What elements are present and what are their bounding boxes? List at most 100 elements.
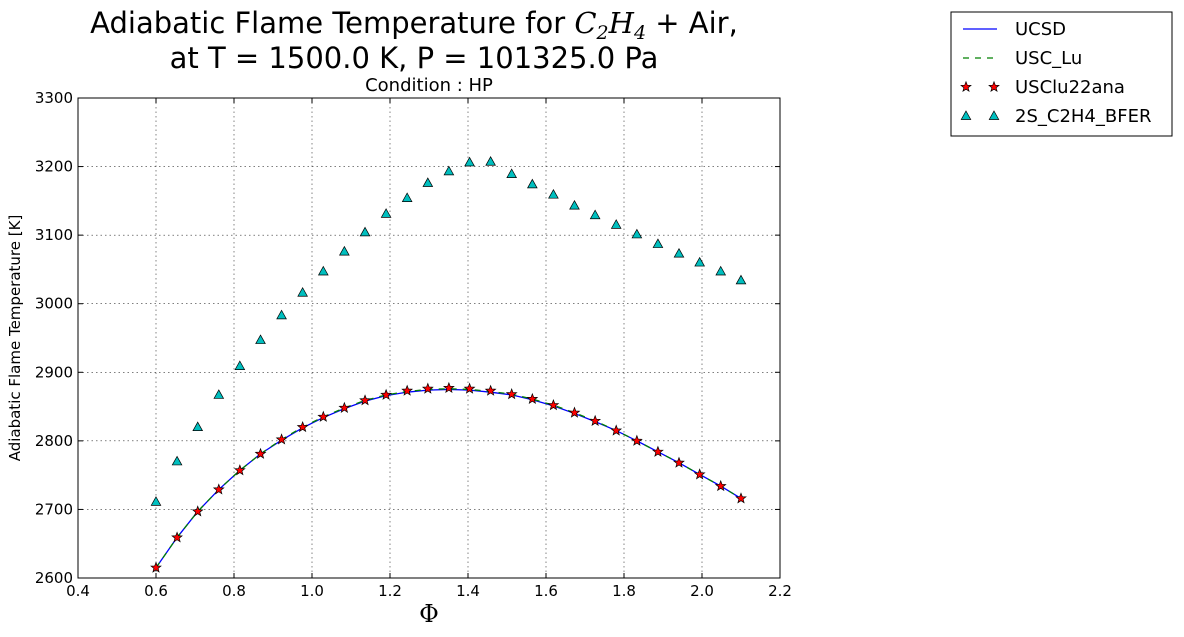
data-point-usclu22ana xyxy=(233,464,246,476)
data-point-usclu22ana xyxy=(359,394,371,406)
y-tick-label: 3300 xyxy=(35,89,73,107)
data-point-2s-c2h4-bfer xyxy=(694,256,706,267)
title-subscript-4: 4 xyxy=(633,22,646,44)
y-axis-label: Adiabatic Flame Temperature [K] xyxy=(6,215,24,462)
legend-swatch xyxy=(960,110,972,120)
data-point-2s-c2h4-bfer xyxy=(380,208,392,218)
grid-layer xyxy=(78,98,780,578)
data-point-2s-c2h4-bfer xyxy=(213,389,225,399)
legend-label: USClu22ana xyxy=(1015,77,1125,98)
data-point-usclu22ana xyxy=(191,505,204,517)
x-tick-label: 1.6 xyxy=(534,582,558,600)
data-point-2s-c2h4-bfer xyxy=(401,192,413,202)
y-tick-label: 3200 xyxy=(35,158,73,176)
legend-item-ucsd: UCSD xyxy=(963,19,1066,40)
y-tick-label: 2800 xyxy=(35,432,73,450)
x-tick-label: 0.8 xyxy=(222,582,246,600)
y-tick-label: 2900 xyxy=(35,363,73,381)
series-layer xyxy=(150,156,747,573)
data-point-2s-c2h4-bfer xyxy=(485,156,496,166)
data-point-usclu22ana xyxy=(693,468,706,480)
legend-label: UCSD xyxy=(1015,19,1066,40)
data-point-2s-c2h4-bfer xyxy=(569,199,580,210)
data-point-2s-c2h4-bfer xyxy=(631,228,643,239)
plot-frame xyxy=(77,97,781,579)
data-point-2s-c2h4-bfer xyxy=(506,168,518,178)
data-point-usclu22ana xyxy=(568,406,581,418)
x-tick-label: 0.6 xyxy=(144,582,168,600)
data-point-usclu22ana xyxy=(589,414,602,426)
data-point-2s-c2h4-bfer xyxy=(276,309,287,320)
data-point-2s-c2h4-bfer xyxy=(150,496,162,506)
tick-layer: 0.4 0.6 0.8 1.0 1.2 1.4 1.6 1.8 2.0 2.2 2600 2700 28… xyxy=(35,89,792,600)
legend-item-usclu22ana: USClu22ana xyxy=(960,77,1125,98)
legend-label: 2S_C2H4_BFER xyxy=(1015,106,1151,127)
data-point-usclu22ana xyxy=(338,401,351,413)
y-tick-label: 3000 xyxy=(35,295,73,313)
chart-title-line2: at T = 1500.0 K, P = 101325.0 Pa xyxy=(170,41,659,75)
legend-swatch xyxy=(988,110,1000,120)
series-2s-c2h4-bfer xyxy=(150,156,747,506)
data-point-usclu22ana xyxy=(673,456,685,468)
series-line-usc-lu xyxy=(155,388,742,569)
x-tick-label: 2.0 xyxy=(690,582,714,600)
data-point-usclu22ana xyxy=(275,433,288,445)
x-tick-label: 1.4 xyxy=(456,582,480,600)
data-point-usclu22ana xyxy=(463,382,476,394)
legend-box xyxy=(950,11,1173,137)
x-tick-label: 1.2 xyxy=(378,582,402,600)
data-point-usclu22ana xyxy=(421,382,434,394)
chart-subtitle: Condition : HP xyxy=(365,75,493,96)
title-species-h: H xyxy=(608,6,635,40)
data-point-2s-c2h4-bfer xyxy=(610,219,622,229)
x-axis-label: Φ xyxy=(419,600,439,628)
legend-label: USC_Lu xyxy=(1015,48,1082,69)
data-point-usclu22ana xyxy=(401,384,414,396)
data-point-2s-c2h4-bfer xyxy=(589,209,601,220)
legend-swatch xyxy=(960,80,972,93)
x-tick-label: 1.0 xyxy=(300,582,324,600)
title-suffix: + Air, xyxy=(646,6,738,40)
data-point-2s-c2h4-bfer xyxy=(317,265,329,276)
data-point-2s-c2h4-bfer xyxy=(359,226,371,237)
data-point-2s-c2h4-bfer xyxy=(443,165,455,176)
title-species-c: C xyxy=(574,6,596,40)
data-point-usclu22ana xyxy=(652,445,664,457)
data-point-usclu22ana xyxy=(484,384,497,396)
data-point-usclu22ana xyxy=(610,424,623,436)
data-point-2s-c2h4-bfer xyxy=(652,238,664,248)
x-tick-label: 0.4 xyxy=(66,582,90,600)
legend-items: UCSD USC_Lu USClu22ana 2S_C2H4_BFER xyxy=(960,19,1151,127)
title-prefix: Adiabatic Flame Temperature for xyxy=(90,6,574,40)
series-line-ucsd xyxy=(155,388,742,569)
data-point-usclu22ana xyxy=(442,381,455,394)
legend-item-usc-lu: USC_Lu xyxy=(963,48,1082,69)
data-point-usclu22ana xyxy=(714,479,727,492)
data-point-usclu22ana xyxy=(317,410,330,422)
data-point-2s-c2h4-bfer xyxy=(715,265,727,276)
chart-title-line1: Adiabatic Flame Temperature for C2H4 + A… xyxy=(90,6,738,44)
series-usclu22ana xyxy=(150,381,747,573)
data-point-usclu22ana xyxy=(735,492,747,504)
data-point-2s-c2h4-bfer xyxy=(297,287,308,297)
data-point-usclu22ana xyxy=(212,483,225,495)
data-point-2s-c2h4-bfer xyxy=(735,274,747,285)
legend-swatch xyxy=(988,80,1000,93)
data-point-2s-c2h4-bfer xyxy=(422,177,434,187)
legend: UCSD USC_Lu USClu22ana 2S_C2H4_BFER xyxy=(950,11,1173,137)
data-point-usclu22ana xyxy=(296,420,309,433)
series-ucsd xyxy=(155,388,742,569)
data-point-2s-c2h4-bfer xyxy=(234,360,246,370)
data-point-usclu22ana xyxy=(150,561,162,573)
data-point-usclu22ana xyxy=(547,399,560,411)
legend-item-2s-c2h4-bfer: 2S_C2H4_BFER xyxy=(960,106,1151,127)
y-tick-label: 2700 xyxy=(35,500,73,518)
y-tick-label: 3100 xyxy=(35,226,73,244)
data-point-2s-c2h4-bfer xyxy=(171,455,183,466)
data-point-usclu22ana xyxy=(171,531,183,543)
data-point-2s-c2h4-bfer xyxy=(192,421,204,431)
data-point-2s-c2h4-bfer xyxy=(464,156,475,167)
data-point-2s-c2h4-bfer xyxy=(548,188,559,199)
data-point-usclu22ana xyxy=(630,434,643,446)
